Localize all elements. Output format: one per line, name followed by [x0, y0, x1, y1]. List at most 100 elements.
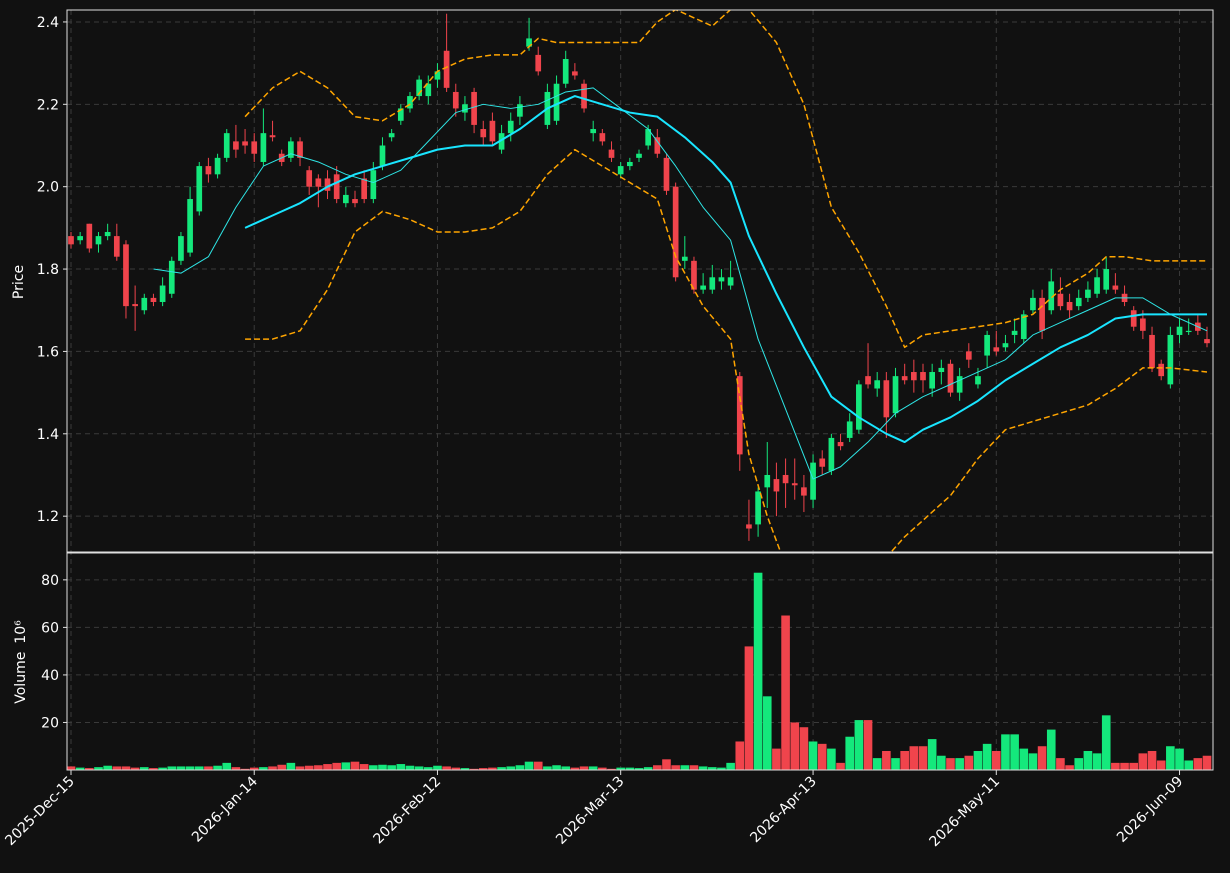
candle-body [846, 421, 853, 438]
volume-bar [882, 750, 891, 770]
volume-bar [900, 750, 909, 770]
volume-bar [451, 767, 461, 770]
candle-body [95, 236, 102, 245]
volume-bar [991, 750, 1001, 770]
volume-bar [854, 720, 864, 770]
volume-bar [735, 741, 745, 770]
candle-body [306, 170, 313, 187]
candle-body [388, 133, 395, 138]
volume-tick-label: 80 [41, 573, 59, 589]
volume-bar [1074, 758, 1084, 770]
y-tick-label: 2.4 [37, 15, 59, 31]
volume-bar [662, 759, 671, 770]
candle-body [77, 236, 84, 241]
candle-body [471, 91, 477, 125]
candle-body [269, 135, 276, 138]
candle-body [856, 384, 862, 430]
candle-body [691, 260, 697, 290]
volume-bar [414, 766, 424, 770]
candle-body [626, 161, 633, 167]
candle-body [746, 524, 752, 529]
candle-body [892, 376, 899, 414]
volume-bar [222, 762, 232, 770]
candle-body [1094, 277, 1100, 294]
candle-body [956, 376, 963, 393]
candle-body [965, 351, 972, 360]
candle-body [901, 376, 908, 381]
volume-scale: 10⁶ [13, 620, 29, 644]
volume-bar [1175, 748, 1184, 770]
volume-bar [1001, 734, 1010, 770]
candle-body [553, 83, 560, 121]
candle-body [1011, 330, 1018, 335]
candle-body [681, 256, 688, 261]
volume-bar [836, 762, 845, 770]
volume-bar [423, 767, 433, 770]
volume-bar [946, 758, 955, 770]
candle-body [517, 104, 523, 117]
volume-bar [497, 767, 506, 770]
volume-bar [680, 765, 690, 770]
volume-bar [396, 764, 406, 770]
candle-body [526, 38, 532, 47]
volume-bar [698, 766, 708, 770]
volume-bar [799, 727, 809, 770]
candle-body [920, 372, 926, 381]
candle-body [113, 236, 120, 257]
candle-body [837, 442, 844, 447]
candle-body [187, 199, 193, 253]
volume-bar [1193, 758, 1203, 770]
candle-body [1185, 330, 1192, 333]
candle-body [993, 347, 1000, 352]
volume-bar [259, 767, 268, 770]
y-tick-label: 1.2 [37, 509, 59, 525]
volume-bar [1120, 762, 1129, 770]
volume-bar [185, 766, 195, 770]
volume-bar [772, 748, 781, 770]
volume-tick-label: 40 [41, 668, 59, 684]
candle-body [1085, 289, 1091, 298]
candle-body [251, 141, 258, 154]
volume-axis-label: Volume 10⁶ [13, 620, 29, 704]
candle-body [1149, 334, 1155, 368]
volume-bar [1166, 746, 1175, 770]
candle-body [352, 199, 358, 204]
candle-body [123, 244, 129, 307]
y-tick-label: 1.8 [37, 262, 59, 278]
volume-bar [359, 764, 369, 770]
volume-bar [1156, 760, 1166, 770]
volume-bar [67, 766, 76, 770]
volume-bar [268, 766, 277, 770]
volume-bar [433, 765, 442, 770]
candle-body [718, 277, 725, 282]
candle-body [755, 491, 761, 525]
candle-body [791, 483, 798, 486]
candle-body [434, 71, 441, 80]
candle-body [1066, 302, 1073, 311]
candle-body [535, 54, 542, 72]
volume-bar [1046, 729, 1056, 770]
volume-bar [369, 765, 378, 770]
candle-body [1020, 314, 1027, 340]
volume-bar [616, 767, 625, 770]
candle-body [874, 380, 881, 389]
candle-body [425, 83, 432, 97]
candle-body [654, 137, 661, 154]
overlay-line [244, 95, 1207, 444]
volume-frame [66, 552, 1214, 771]
candle-body [498, 133, 505, 150]
volume-bar [607, 768, 616, 770]
volume-bar [277, 764, 287, 770]
volume-bar [726, 762, 735, 770]
volume-bar [891, 758, 900, 770]
volume-bar [158, 767, 167, 770]
candle-body [810, 462, 816, 500]
candle-body [938, 367, 945, 373]
volume-bar [964, 755, 974, 770]
volume-bar [515, 765, 525, 770]
volume-bar [194, 766, 204, 770]
candle-body [132, 304, 138, 307]
candle-body [86, 223, 93, 249]
volume-bar [1184, 760, 1193, 770]
